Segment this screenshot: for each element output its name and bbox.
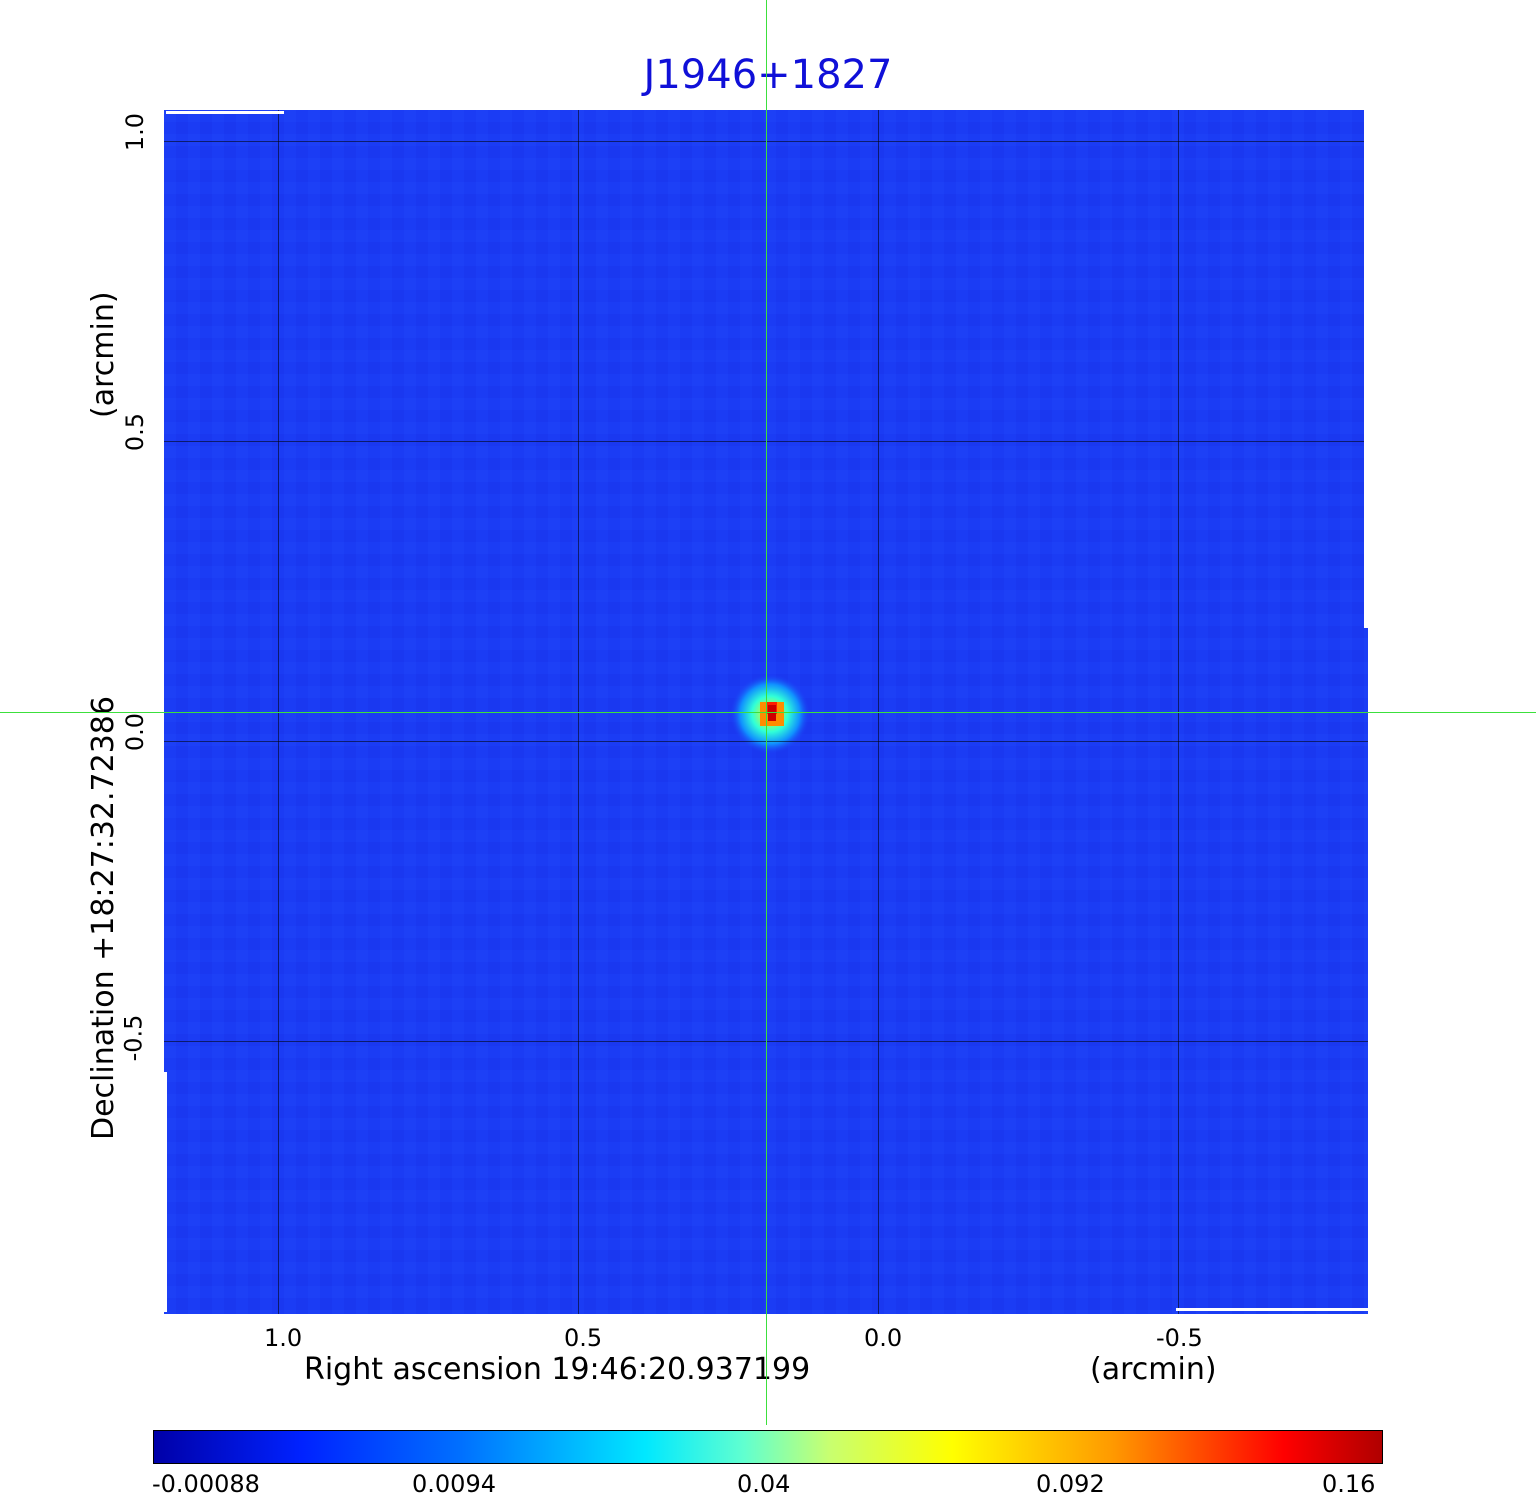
image-title: J1946+1827 <box>643 52 893 98</box>
x-tick-label: 0.5 <box>564 1324 603 1352</box>
ra-axis-unit: (arcmin) <box>1090 1352 1217 1387</box>
x-tick-label: -0.5 <box>1156 1324 1203 1352</box>
colorbar-tick: -0.00088 <box>152 1470 260 1498</box>
colorbar-tick: 0.092 <box>1036 1470 1105 1498</box>
dec-axis-label: Declination +18:27:32.72386 <box>86 696 121 1140</box>
x-tick-label: 0.0 <box>864 1324 903 1352</box>
map-edge <box>1364 110 1368 628</box>
y-tick-label: 1.0 <box>121 112 150 152</box>
ra-axis-label: Right ascension 19:46:20.937199 <box>304 1352 811 1387</box>
crosshair-horizontal <box>0 712 1536 713</box>
x-tick-label: 1.0 <box>264 1324 303 1352</box>
map-edge <box>164 1072 167 1312</box>
crosshair-vertical <box>766 0 767 1425</box>
y-tick-label: 0.0 <box>121 712 150 752</box>
colorbar-tick: 0.16 <box>1322 1470 1376 1498</box>
dec-axis-unit: (arcmin) <box>86 291 121 418</box>
y-tick-label: 0.5 <box>121 412 150 452</box>
colorbar-tick: 0.0094 <box>412 1470 496 1498</box>
map-edge <box>1176 1308 1368 1311</box>
map-edge <box>166 111 284 114</box>
y-tick-label: -0.5 <box>119 1014 148 1062</box>
colorbar-tick: 0.04 <box>737 1470 791 1498</box>
colorbar <box>153 1430 1383 1464</box>
